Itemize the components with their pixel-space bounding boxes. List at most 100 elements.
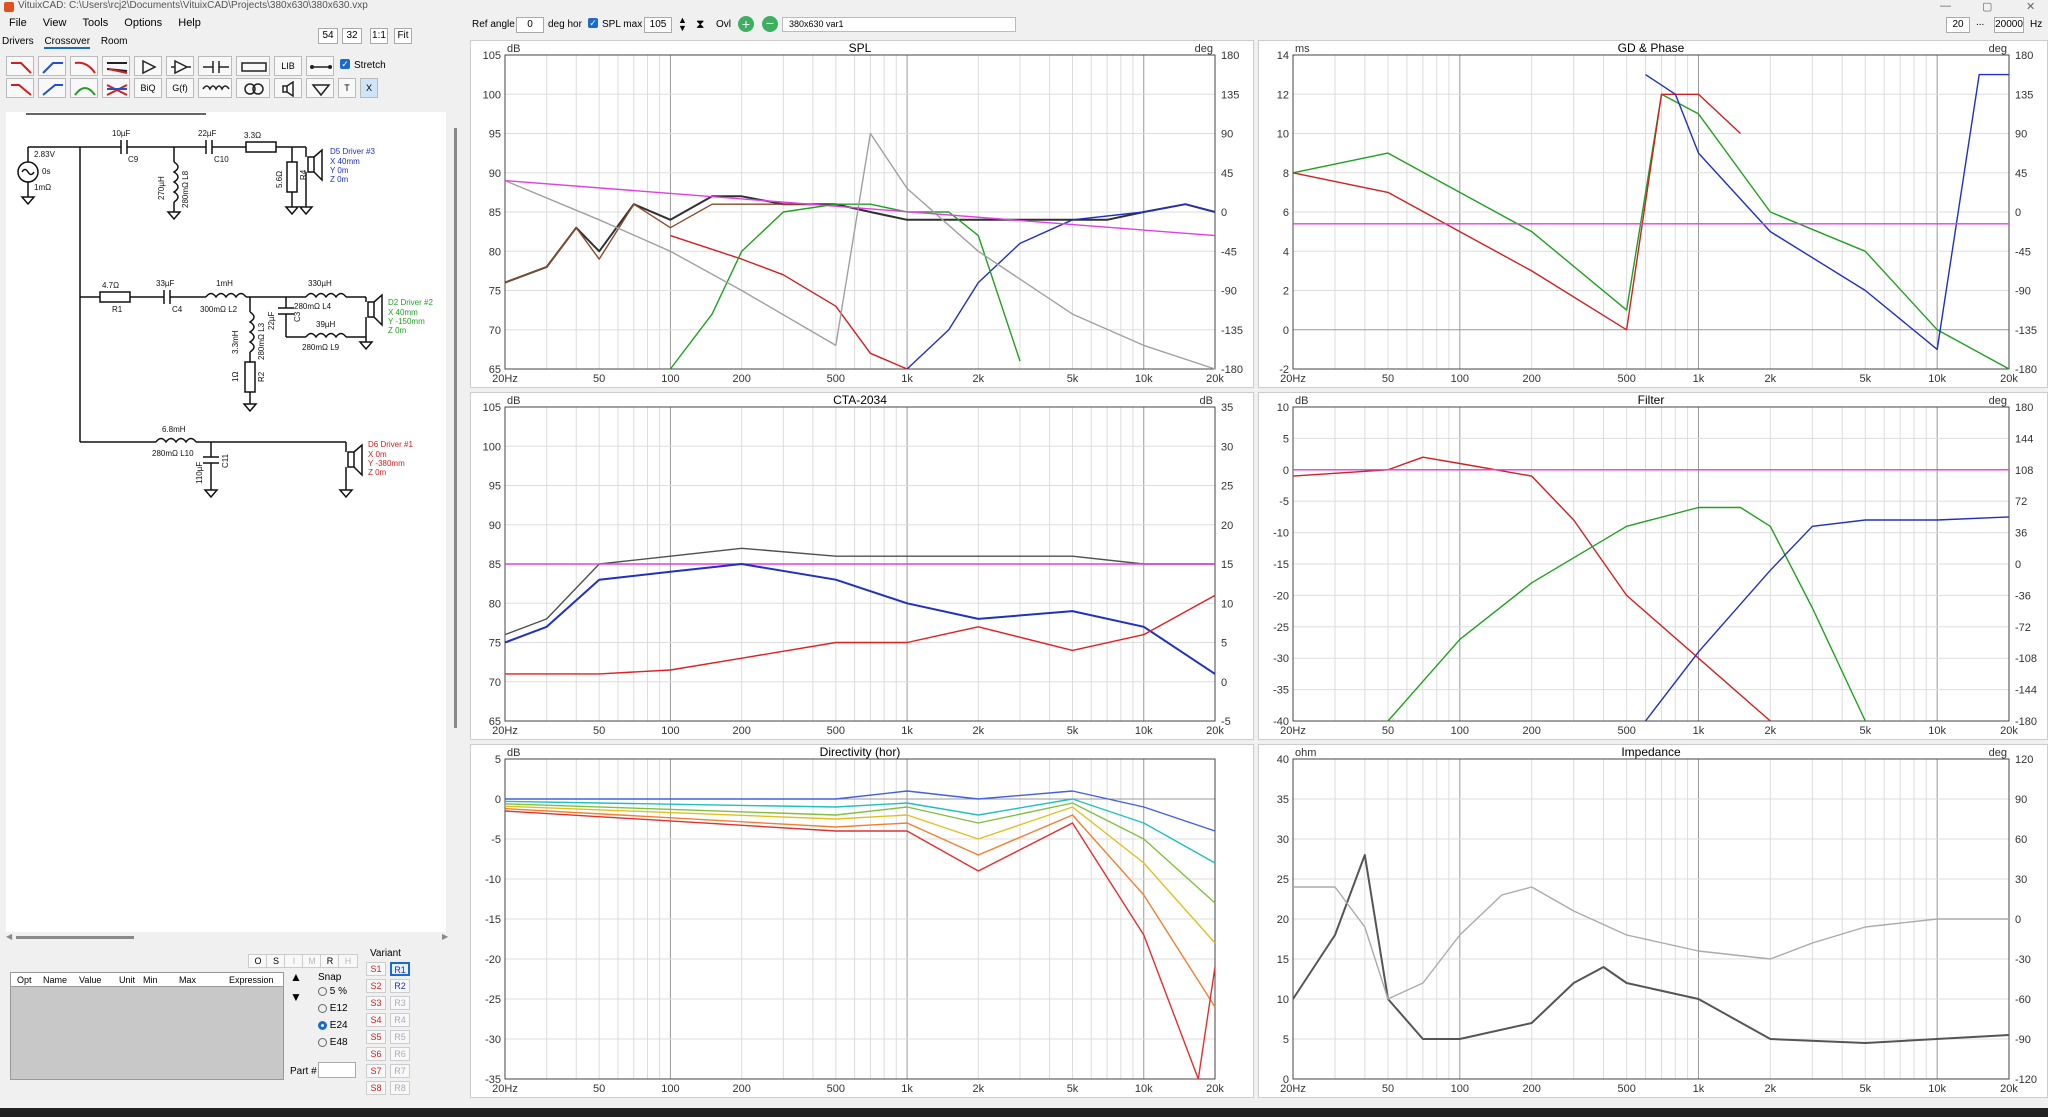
variant-r2-button[interactable]: R2 [390, 979, 410, 993]
snap-e48[interactable]: E48 [318, 1037, 348, 1048]
stretch-checkbox[interactable]: ✓ [340, 59, 350, 69]
scroll-left-icon[interactable]: ◀ [6, 932, 13, 941]
minimize-icon[interactable]: — [1940, 0, 1951, 12]
highpass-step-button[interactable] [38, 78, 66, 98]
variant-s2-button[interactable]: S2 [366, 979, 386, 993]
chart-svg[interactable]: 40353025201510501209060300-30-60-90-1202… [1259, 745, 2047, 1097]
add-overlay-icon[interactable]: + [738, 16, 754, 32]
chart-panel-cta-2034[interactable]: 105 100 95 90 85 80 75 70 65 35 30 25 20 15 10 5 0 -5 20Hz… [470, 392, 1254, 740]
transformer-button[interactable] [236, 78, 270, 98]
resistor-button[interactable] [236, 56, 270, 76]
variant-s7-button[interactable]: S7 [366, 1064, 386, 1078]
menu-tools[interactable]: Tools [82, 17, 109, 29]
variant-s4-button[interactable]: S4 [366, 1013, 386, 1027]
spl-max-checkbox[interactable]: ✓ [588, 18, 598, 28]
delete-button[interactable]: X [360, 78, 378, 98]
schematic-canvas[interactable]: 2.83V 0s 1mΩ 10µF C9 22µF C10 3.3Ω 270µH… [6, 112, 446, 932]
variant-r3-button[interactable]: R3 [390, 996, 410, 1010]
capacitor-button[interactable] [198, 56, 232, 76]
move-up-icon[interactable]: ▲ [290, 970, 302, 984]
zoom-a-button[interactable]: 54 [318, 28, 338, 44]
variant-r5-button[interactable]: R5 [390, 1030, 410, 1044]
inductor-button[interactable] [198, 78, 232, 98]
driver-button[interactable] [274, 78, 302, 98]
buffer-button[interactable] [166, 56, 194, 76]
driver3-name[interactable]: D5 Driver #3 [330, 147, 375, 156]
schematic-hscrollbar[interactable] [16, 936, 134, 939]
scroll-right-icon[interactable]: ▶ [442, 932, 449, 941]
snap-e24[interactable]: E24 [318, 1020, 348, 1031]
bandpass-button[interactable] [70, 78, 98, 98]
notch-button[interactable] [102, 56, 130, 76]
allpass-button[interactable] [102, 78, 130, 98]
driver1-name[interactable]: D6 Driver #1 [368, 440, 413, 449]
chart-svg[interactable]: 1051009590858075706535302520151050-520Hz… [471, 393, 1253, 739]
ground-button[interactable] [306, 78, 334, 98]
amplifier-button[interactable] [134, 56, 162, 76]
ref-angle-input[interactable]: 0 [516, 17, 544, 33]
schematic-vscrollbar[interactable] [454, 128, 457, 728]
variant-s3-button[interactable]: S3 [366, 996, 386, 1010]
close-icon[interactable]: ✕ [2026, 1, 2036, 13]
opt-r-button[interactable]: R [320, 954, 340, 968]
transfer-function-button[interactable]: G(f) [166, 78, 194, 98]
opt-i-button[interactable]: I [284, 954, 304, 968]
chart-svg[interactable]: 14121086420-218013590450-45-90-135-18020… [1259, 41, 2047, 387]
lowpass-step-button[interactable] [6, 78, 34, 98]
chart-svg[interactable]: 105 100 95 90 85 80 75 70 65 180 135 90 45 0 -45 -90 -13… [471, 41, 1253, 387]
lowpass-1-button[interactable] [6, 56, 34, 76]
opt-s-button[interactable]: S [266, 954, 286, 968]
spl-max-input[interactable]: 105 [644, 17, 672, 33]
variant-s6-button[interactable]: S6 [366, 1047, 386, 1061]
opt-h-button[interactable]: H [338, 954, 358, 968]
chart-svg[interactable]: 1050-5-10-15-20-25-30-35-401801441087236… [1259, 393, 2047, 739]
project-name-input[interactable]: 380x630 var1 [782, 17, 1016, 32]
highpass-1-button[interactable] [38, 56, 66, 76]
variant-r8-button[interactable]: R8 [390, 1081, 410, 1095]
menu-options[interactable]: Options [124, 17, 163, 29]
menu-file[interactable]: File [9, 17, 27, 29]
opt-o-button[interactable]: O [248, 954, 268, 968]
opt-m-button[interactable]: M [302, 954, 322, 968]
maximize-icon[interactable]: ▢ [1982, 1, 1993, 13]
driver2-name[interactable]: D2 Driver #2 [388, 298, 433, 307]
menu-help[interactable]: Help [178, 17, 201, 29]
move-down-icon[interactable]: ▼ [290, 990, 302, 1004]
x-tick-label: 20Hz [492, 373, 518, 385]
lowpass-2-button[interactable] [70, 56, 98, 76]
variant-r4-button[interactable]: R4 [390, 1013, 410, 1027]
tab-crossover[interactable]: Crossover [44, 36, 91, 49]
chart-panel-impedance[interactable]: 40 35 30 25 20 15 10 5 0 120 90 60 30 0 -30 -60 -90 -120 2… [1258, 744, 2048, 1098]
spl-spinner-icon[interactable]: ▲ ▼ [678, 15, 687, 33]
variant-s8-button[interactable]: S8 [366, 1081, 386, 1095]
library-button[interactable]: LIB [274, 56, 302, 76]
biquad-button[interactable]: BiQ [134, 78, 162, 98]
variant-s5-button[interactable]: S5 [366, 1030, 386, 1044]
part-number-input[interactable] [318, 1062, 356, 1078]
chart-panel-filter[interactable]: 10 5 0 -5 -10 -15 -20 -25 -30 -35 -40 180 144 108 72 36… [1258, 392, 2048, 740]
menu-view[interactable]: View [42, 17, 67, 29]
text-button[interactable]: T [338, 78, 356, 98]
chart-panel-gd-phase[interactable]: 14 12 10 8 6 4 2 0 -2 180 135 90 45 0 -45 -90 -135 -180 20… [1258, 40, 2048, 388]
expand-vertical-icon[interactable]: ⧗ [696, 17, 705, 31]
ratio-button[interactable]: 1:1 [370, 28, 388, 44]
zoom-b-button[interactable]: 32 [342, 28, 362, 44]
y-tick-label: 105 [483, 402, 501, 414]
tab-room[interactable]: Room [100, 36, 128, 47]
freq-max-input[interactable]: 20000 [1994, 17, 2024, 33]
tab-drivers[interactable]: Drivers [2, 36, 34, 47]
variant-r6-button[interactable]: R6 [390, 1047, 410, 1061]
variant-s1-button[interactable]: S1 [366, 962, 386, 976]
variant-r1-button[interactable]: R1 [390, 962, 410, 976]
variant-r7-button[interactable]: R7 [390, 1064, 410, 1078]
remove-overlay-icon[interactable]: − [762, 16, 778, 32]
snap-5pct[interactable]: 5 % [318, 986, 347, 997]
chart-panel-spl[interactable]: 105 100 95 90 85 80 75 70 65 180 135 90 45 0 -45 -90 -13… [470, 40, 1254, 388]
freq-min-input[interactable]: 20 [1946, 17, 1970, 33]
fit-button[interactable]: Fit [394, 28, 412, 44]
snap-e12[interactable]: E12 [318, 1003, 348, 1014]
optimizer-table[interactable]: Opt Name Value Unit Min Max Expression [10, 972, 284, 1080]
wire-button[interactable] [306, 56, 334, 76]
chart-panel-directivity-hor-[interactable]: 5 0 -5 -10 -15 -20 -25 -30 -35 20Hz 50 100 200 500 1k 2… [470, 744, 1254, 1098]
